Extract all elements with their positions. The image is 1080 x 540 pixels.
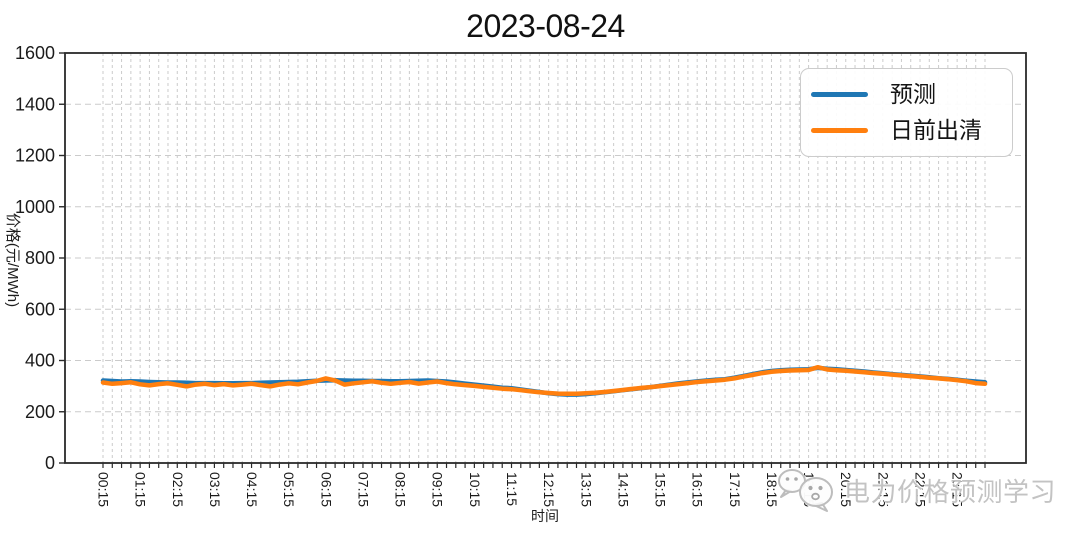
y-tick-label: 0 xyxy=(45,453,55,473)
x-tick-label: 17:15 xyxy=(727,472,743,507)
x-tick-label: 11:15 xyxy=(504,472,520,506)
x-tick-label: 01:15 xyxy=(133,472,149,507)
y-tick-label: 600 xyxy=(25,299,55,319)
x-tick-label: 03:15 xyxy=(207,472,223,507)
x-tick-label: 20:15 xyxy=(838,472,854,507)
x-tick-label: 00:15 xyxy=(96,472,112,507)
chart-title: 2023-08-24 xyxy=(466,8,625,44)
x-tick-label: 16:15 xyxy=(690,472,706,507)
x-tick-label: 22:15 xyxy=(913,472,929,507)
x-tick-label: 21:15 xyxy=(875,472,891,507)
x-tick-label: 18:15 xyxy=(764,472,780,507)
plot-border xyxy=(64,52,1027,464)
x-tick-label: 05:15 xyxy=(281,472,297,507)
y-tick-label: 800 xyxy=(25,248,55,268)
legend-label-predict: 预测 xyxy=(890,81,936,108)
y-tick-label: 1200 xyxy=(15,146,55,166)
x-tick-label: 09:15 xyxy=(430,472,446,507)
clearing-line-swatch xyxy=(811,127,868,133)
x-tick-label: 23:15 xyxy=(950,472,966,507)
x-tick-label: 14:15 xyxy=(615,472,631,507)
x-tick-label: 13:15 xyxy=(578,472,594,507)
x-tick-label: 12:15 xyxy=(541,472,557,507)
x-tick-label: 19:15 xyxy=(801,472,817,507)
legend-item-clearing: 日前出清 xyxy=(811,116,1012,143)
legend-label-clearing: 日前出清 xyxy=(890,116,982,143)
x-tick-label: 04:15 xyxy=(244,472,260,507)
legend: 预测 日前出清 xyxy=(800,68,1013,157)
clearing-line xyxy=(100,364,988,397)
y-tick-label: 1600 xyxy=(15,43,55,63)
x-tick-label: 10:15 xyxy=(467,472,483,507)
x-tick-label: 08:15 xyxy=(393,472,409,507)
x-tick-label: 07:15 xyxy=(355,472,371,507)
y-axis-label: 价格(元/MWh) xyxy=(4,213,21,307)
predict-line-swatch xyxy=(811,92,868,98)
legend-item-predict: 预测 xyxy=(811,83,1012,106)
y-tick-label: 1400 xyxy=(15,94,55,114)
y-tick-label: 1000 xyxy=(15,197,55,217)
x-tick-label: 06:15 xyxy=(318,472,334,507)
x-tick-label: 02:15 xyxy=(170,472,186,507)
x-axis-label: 时间 xyxy=(531,508,559,524)
y-tick-label: 200 xyxy=(25,402,55,422)
x-tick-label: 15:15 xyxy=(653,472,669,507)
y-tick-label: 400 xyxy=(25,351,55,371)
